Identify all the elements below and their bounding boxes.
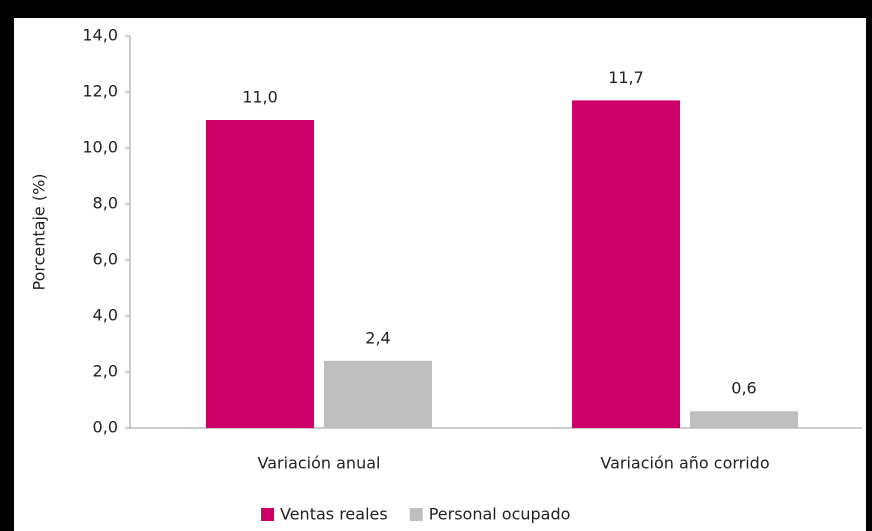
data-label: 2,4: [365, 328, 390, 347]
y-axis-label: Porcentaje (%): [30, 173, 49, 290]
legend-label: Ventas reales: [280, 505, 388, 524]
data-label: 11,0: [242, 88, 278, 107]
x-tick-label: Variación año corrido: [600, 454, 769, 473]
y-tick-label: 8,0: [93, 194, 118, 213]
x-tick-label: Variación anual: [258, 454, 381, 473]
y-tick-label: 4,0: [93, 306, 118, 325]
data-label: 0,6: [731, 379, 756, 398]
y-tick-label: 6,0: [93, 250, 118, 269]
legend-label: Personal ocupado: [429, 505, 571, 524]
data-label: 11,7: [608, 68, 644, 87]
y-tick-label: 10,0: [82, 138, 118, 157]
y-tick-label: 2,0: [93, 362, 118, 381]
bar: [690, 411, 798, 428]
legend-swatch: [409, 508, 423, 521]
legend-swatch: [261, 508, 274, 521]
bar: [572, 100, 680, 429]
chart-area: [14, 18, 866, 531]
y-tick-label: 0,0: [93, 418, 118, 437]
y-tick-label: 12,0: [82, 82, 118, 101]
y-tick-label: 14,0: [82, 26, 118, 45]
bar: [324, 360, 432, 428]
bar: [206, 120, 314, 428]
